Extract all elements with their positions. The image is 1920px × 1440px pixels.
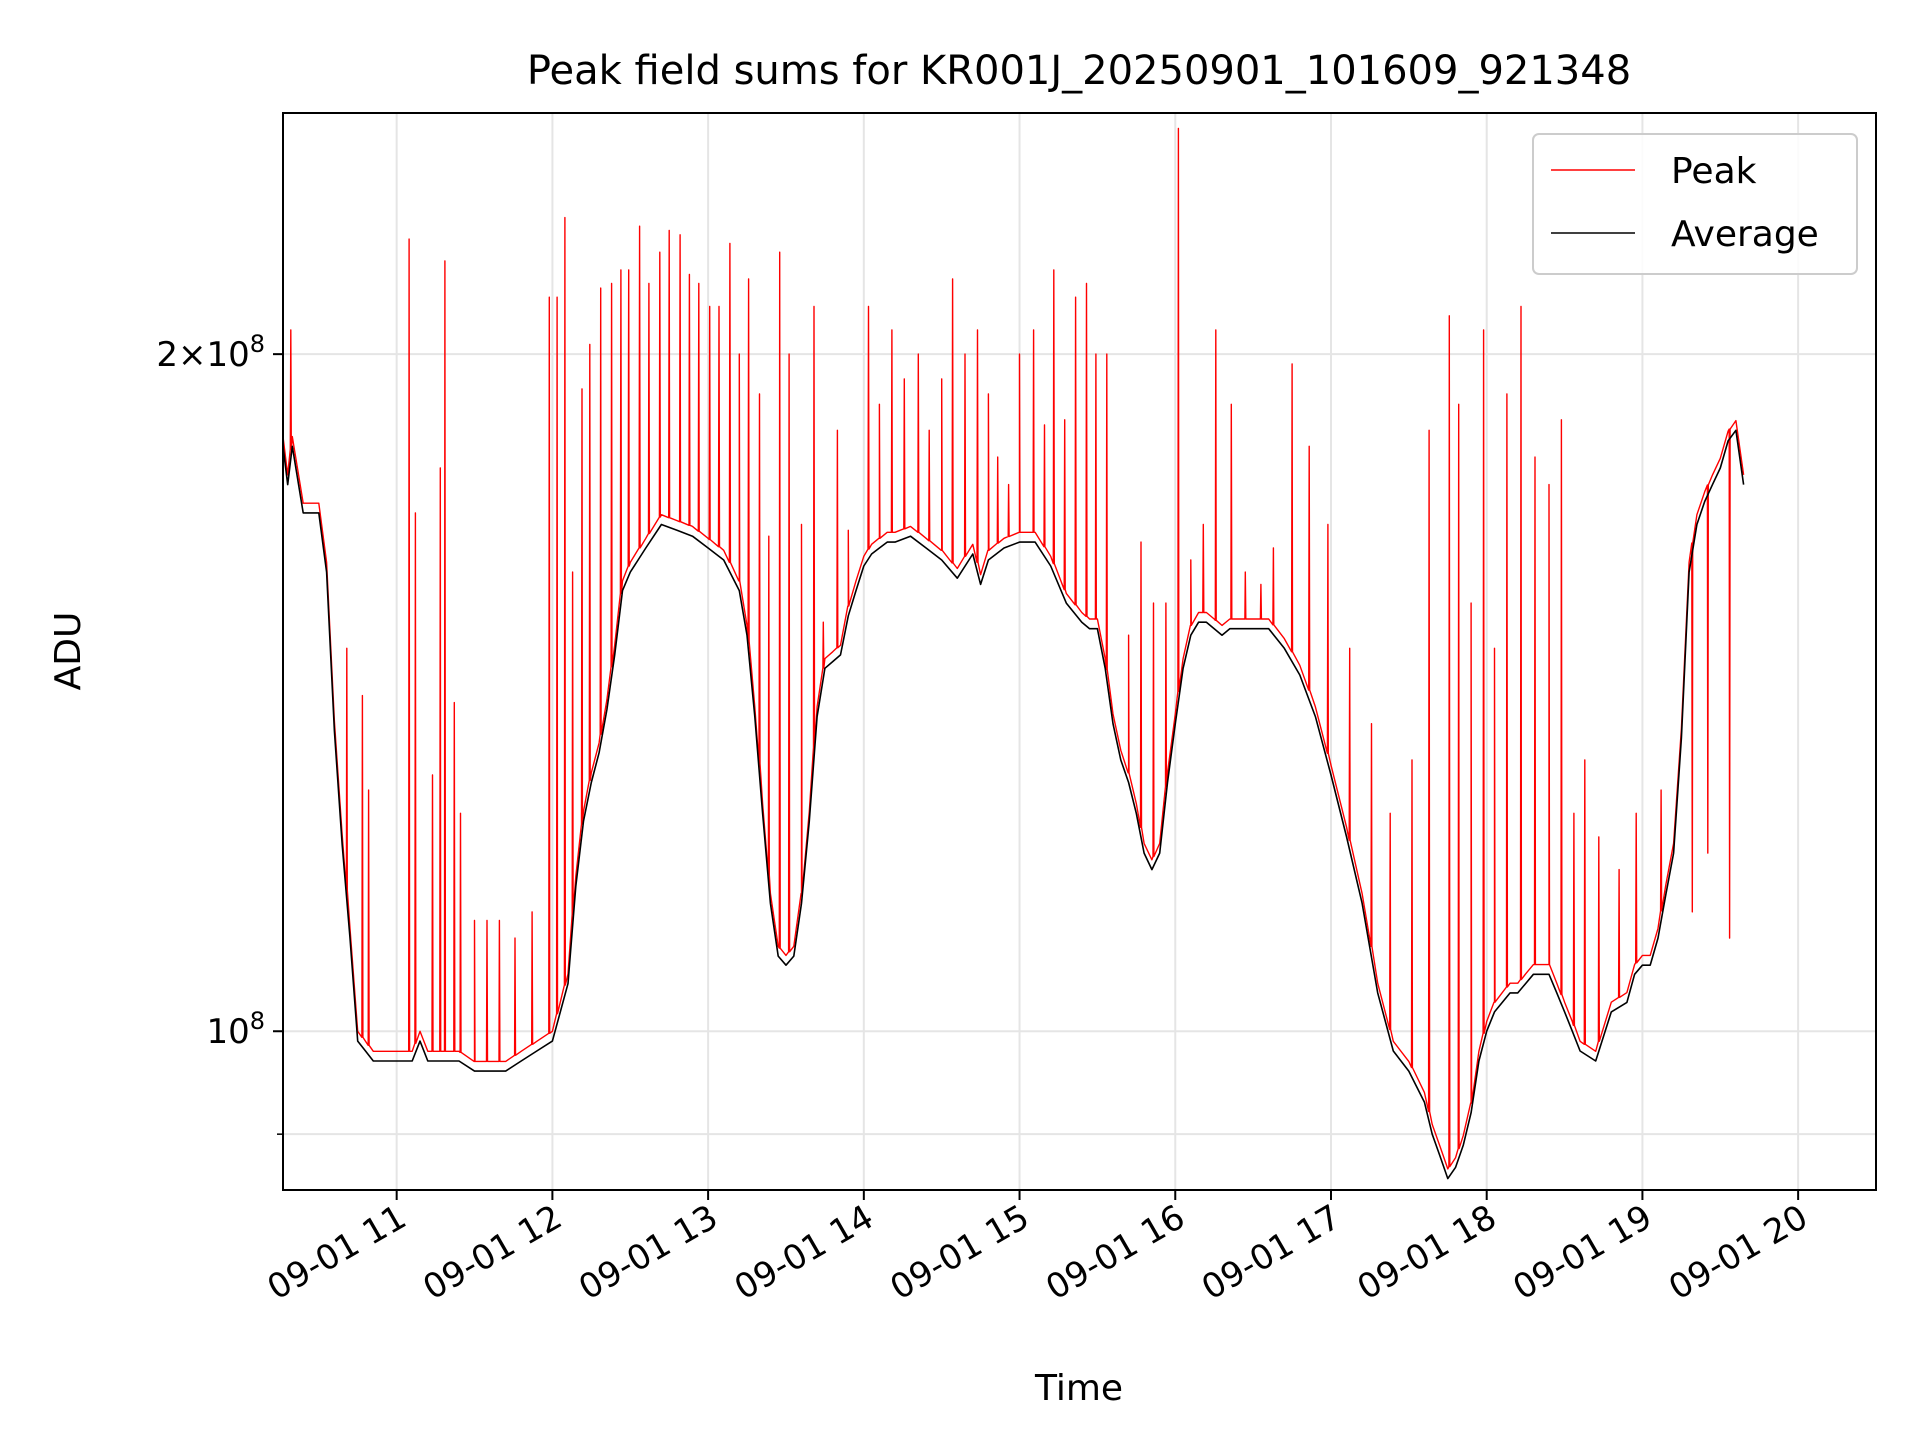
y-axis-label: ADU	[48, 612, 89, 691]
legend-peak-label: Peak	[1671, 151, 1757, 192]
y-tick-label: 2×108	[156, 330, 265, 375]
legend-box	[1532, 133, 1858, 275]
y-tick-exponent: 8	[250, 330, 265, 358]
chart-title: Peak field sums for KR001J_20250901_1016…	[527, 48, 1631, 94]
y-tick-exponent: 8	[250, 1007, 265, 1035]
legend: Peak Average	[1532, 133, 1858, 275]
series-average-line	[282, 429, 1745, 1180]
series-peak-line	[282, 127, 1745, 1170]
y-tick-base: 10	[206, 335, 249, 375]
y-tick-mantissa: 2×	[156, 335, 206, 375]
plot-area	[282, 127, 1745, 1180]
grid	[283, 113, 1876, 1190]
y-tick-label: 108	[206, 1007, 265, 1052]
x-axis-label: Time	[1034, 1368, 1123, 1409]
y-tick-base: 10	[206, 1012, 249, 1052]
axes-frame	[282, 112, 1877, 1191]
legend-average-label: Average	[1671, 214, 1819, 255]
